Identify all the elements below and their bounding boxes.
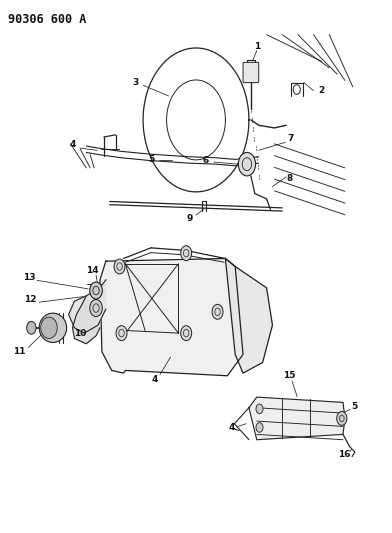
FancyBboxPatch shape [243,62,259,83]
Text: 6: 6 [203,157,209,165]
Text: 16: 16 [338,450,350,458]
Text: 9: 9 [187,214,193,223]
Circle shape [27,321,36,334]
Ellipse shape [39,313,67,342]
Text: 15: 15 [283,372,296,380]
Text: 8: 8 [287,174,293,183]
Text: 4: 4 [228,423,234,432]
Text: 13: 13 [23,273,36,281]
Polygon shape [100,259,243,376]
Ellipse shape [41,317,57,338]
Text: 90306 600 A: 90306 600 A [8,13,86,26]
Text: 5: 5 [352,402,358,410]
Circle shape [256,423,263,432]
Text: 4: 4 [69,141,76,149]
Circle shape [181,326,192,341]
Circle shape [116,326,127,341]
Circle shape [212,304,223,319]
Text: 11: 11 [13,348,25,356]
Circle shape [114,259,125,274]
Polygon shape [73,296,100,344]
Text: 2: 2 [318,86,325,95]
Text: 3: 3 [132,78,138,87]
Circle shape [337,411,347,425]
Text: 4: 4 [152,375,158,384]
Text: 7: 7 [287,134,293,143]
Text: 14: 14 [86,266,98,274]
Circle shape [181,246,192,261]
Circle shape [90,282,102,299]
Text: 10: 10 [74,329,87,338]
Text: 5: 5 [148,156,154,164]
Circle shape [90,300,102,317]
Circle shape [256,404,263,414]
Circle shape [238,152,256,176]
Text: 12: 12 [24,295,37,304]
Polygon shape [249,397,345,440]
Polygon shape [225,259,272,373]
Polygon shape [69,280,106,333]
Text: 1: 1 [254,42,260,51]
